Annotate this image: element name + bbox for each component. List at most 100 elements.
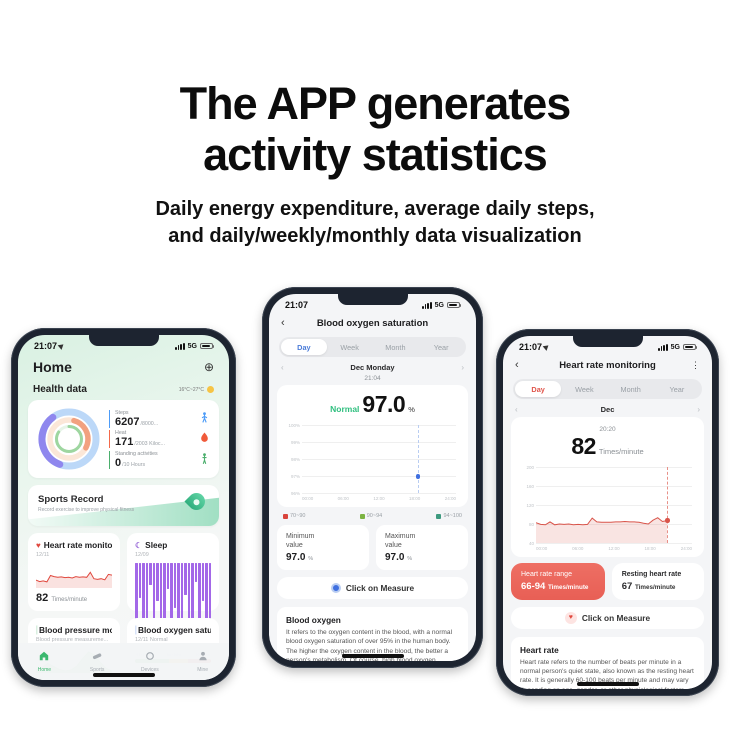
back-icon[interactable]: ‹ xyxy=(515,359,519,371)
weather-info: 16°C~27°C xyxy=(179,386,214,393)
info-text: It refers to the oxygen content in the b… xyxy=(286,629,453,661)
nav-item-devices[interactable]: Devices xyxy=(124,648,177,680)
app-header: ‹ Heart rate monitoring ⋮ xyxy=(503,352,712,375)
chevron-left-icon[interactable]: ‹ xyxy=(281,363,284,372)
home-screen: 21:07 5G Home ⊕ Health data 16°C~27°C xyxy=(18,335,229,680)
measure-button[interactable]: Click on Measure xyxy=(277,577,468,600)
nav-item-home[interactable]: Home xyxy=(18,648,71,680)
date-selector: ‹ Dec Monday › xyxy=(269,357,476,372)
home-icon xyxy=(40,651,49,661)
page-title: Heart rate monitoring xyxy=(559,359,656,371)
heart-card-unit: Times/minute xyxy=(51,597,88,603)
legend-swatch-normal xyxy=(436,513,442,519)
sports-record-subtitle: Record exercise to improve physical fitn… xyxy=(38,507,135,513)
steps-target: /8000... xyxy=(140,420,159,427)
heart-rate-range-value: 66-94 xyxy=(521,581,546,592)
network-label: 5G xyxy=(670,343,680,351)
tab-week[interactable]: Week xyxy=(575,384,594,394)
status-badge: Normal xyxy=(330,404,360,414)
sleep-card-title: Sleep xyxy=(145,540,168,550)
status-bar: 21:07 5G xyxy=(269,294,476,310)
oxygen-reading: Normal 97.0 % xyxy=(285,391,460,418)
notch xyxy=(88,335,159,346)
weather-label: 16°C~27°C xyxy=(178,386,204,393)
info-title: Blood oxygen xyxy=(286,615,341,626)
steps-label: Steps xyxy=(115,409,129,416)
health-data-title: Health data xyxy=(33,384,87,395)
blood-oxygen-subtitle: 12/11 Normal xyxy=(135,637,168,643)
steps-value: 6207 xyxy=(115,415,140,428)
hero-section: The APP generates activity statistics Dai… xyxy=(0,78,750,251)
maximum-value: 97.0 xyxy=(385,552,405,564)
cards-row-1: ♥Heart rate monitoring 12/11 82 Times/mi… xyxy=(28,533,219,643)
info-title: Heart rate xyxy=(520,645,559,655)
heart-rate-card[interactable]: ♥Heart rate monitoring 12/11 82 Times/mi… xyxy=(28,533,120,611)
measure-oxygen-icon xyxy=(330,583,341,594)
status-time: 21:07 xyxy=(519,342,543,352)
measurement-time: 21:04 xyxy=(364,375,381,382)
sports-record-card[interactable]: Sports Record Record exercise to improve… xyxy=(28,485,219,526)
resting-heart-rate-value: 67 xyxy=(621,581,633,592)
heat-flame-icon xyxy=(198,430,210,448)
kebab-menu-icon[interactable]: ⋮ xyxy=(691,359,700,370)
x-axis-labels: 00:00 06:00 12:00 18:00 24:00 xyxy=(536,546,692,551)
tab-day[interactable]: Day xyxy=(515,381,562,397)
nav-item-sports[interactable]: Sports xyxy=(71,648,124,680)
tab-year[interactable]: Year xyxy=(433,342,449,352)
heart-rate-screen: 21:07 5G ‹ Heart rate monitoring ⋮ Day W… xyxy=(503,336,712,689)
measure-button[interactable]: ♥ Click on Measure xyxy=(511,607,704,629)
chevron-right-icon[interactable]: › xyxy=(461,363,464,372)
blood-pressure-title: Blood pressure monitoring xyxy=(39,625,112,635)
heart-rate-range-card: Heart rate range 66-94 Times/minute xyxy=(511,563,605,600)
phone-heart-rate: 21:07 5G ‹ Heart rate monitoring ⋮ Day W… xyxy=(496,329,719,696)
heart-rate-data-point xyxy=(665,518,670,523)
sleep-bars-chart xyxy=(135,563,211,627)
standing-target: /10 Hours xyxy=(122,461,146,468)
heart-rate-info-card: Heart rate Heart rate refers to the numb… xyxy=(511,637,704,689)
add-device-icon[interactable]: ⊕ xyxy=(203,360,214,374)
oxygen-legend: 70~90 90~94 94~100 xyxy=(283,513,462,519)
home-indicator xyxy=(341,654,404,658)
legend-swatch-low xyxy=(283,513,288,519)
tab-day[interactable]: Day xyxy=(281,339,327,355)
measure-heart-icon: ♥ xyxy=(564,612,577,624)
health-summary-card[interactable]: Steps 6207/8000... Heat 171/2003 Kiloc..… xyxy=(28,400,219,478)
oxygen-unit: % xyxy=(408,405,415,414)
page-title: Home xyxy=(33,359,72,375)
nav-item-mine[interactable]: Mine xyxy=(176,648,229,680)
min-max-row: Minimum value 97.0 % Maximum value 97.0 % xyxy=(277,525,468,571)
stat-standing: Standing activities 0/10 Hours xyxy=(109,450,210,469)
tab-month[interactable]: Month xyxy=(385,342,406,352)
tab-week[interactable]: Week xyxy=(340,342,359,352)
chevron-left-icon[interactable]: ‹ xyxy=(515,405,518,414)
blood-pressure-subtitle: Blood pressure measureme... xyxy=(36,637,109,643)
sports-icon xyxy=(93,653,102,660)
blood-oxygen-info-card: Blood oxygen It refers to the oxygen con… xyxy=(277,607,468,661)
back-icon[interactable]: ‹ xyxy=(281,317,285,329)
blood-oxygen-screen: 21:07 5G ‹ Blood oxygen saturation Day W… xyxy=(269,294,476,661)
oxygen-day-chart: 100% 99% 98% 97% 96% xyxy=(288,423,456,496)
minimum-value-card: Minimum value 97.0 % xyxy=(277,525,369,571)
status-time: 21:07 xyxy=(285,300,309,310)
mine-person-icon xyxy=(199,651,207,661)
date-label: Dec Monday xyxy=(350,363,395,372)
status-bar: 21:07 5G xyxy=(503,336,712,352)
devices-watch-icon xyxy=(145,652,154,660)
heat-target: /2003 Kiloc... xyxy=(134,441,165,447)
standing-value: 0 xyxy=(115,456,122,469)
heart-rate-summary-row: Heart rate range 66-94 Times/minute Rest… xyxy=(511,563,704,600)
period-tabs: Day Week Month Year xyxy=(513,379,702,399)
heart-card-title: Heart rate monitoring xyxy=(43,540,112,550)
tab-year[interactable]: Year xyxy=(669,384,685,394)
chevron-right-icon[interactable]: › xyxy=(697,405,700,414)
health-stats: Steps 6207/8000... Heat 171/2003 Kiloc..… xyxy=(109,407,210,471)
home-indicator xyxy=(576,682,639,686)
heart-rate-unit: Times/minute xyxy=(598,447,644,456)
stat-steps: Steps 6207/8000... xyxy=(109,409,210,428)
network-label: 5G xyxy=(187,342,197,350)
notch xyxy=(337,294,408,305)
tab-month[interactable]: Month xyxy=(620,384,641,394)
sleep-card[interactable]: ☾Sleep 12/09 7Hours 11Minutes xyxy=(127,533,219,643)
health-data-header: Health data 16°C~27°C xyxy=(18,378,229,400)
